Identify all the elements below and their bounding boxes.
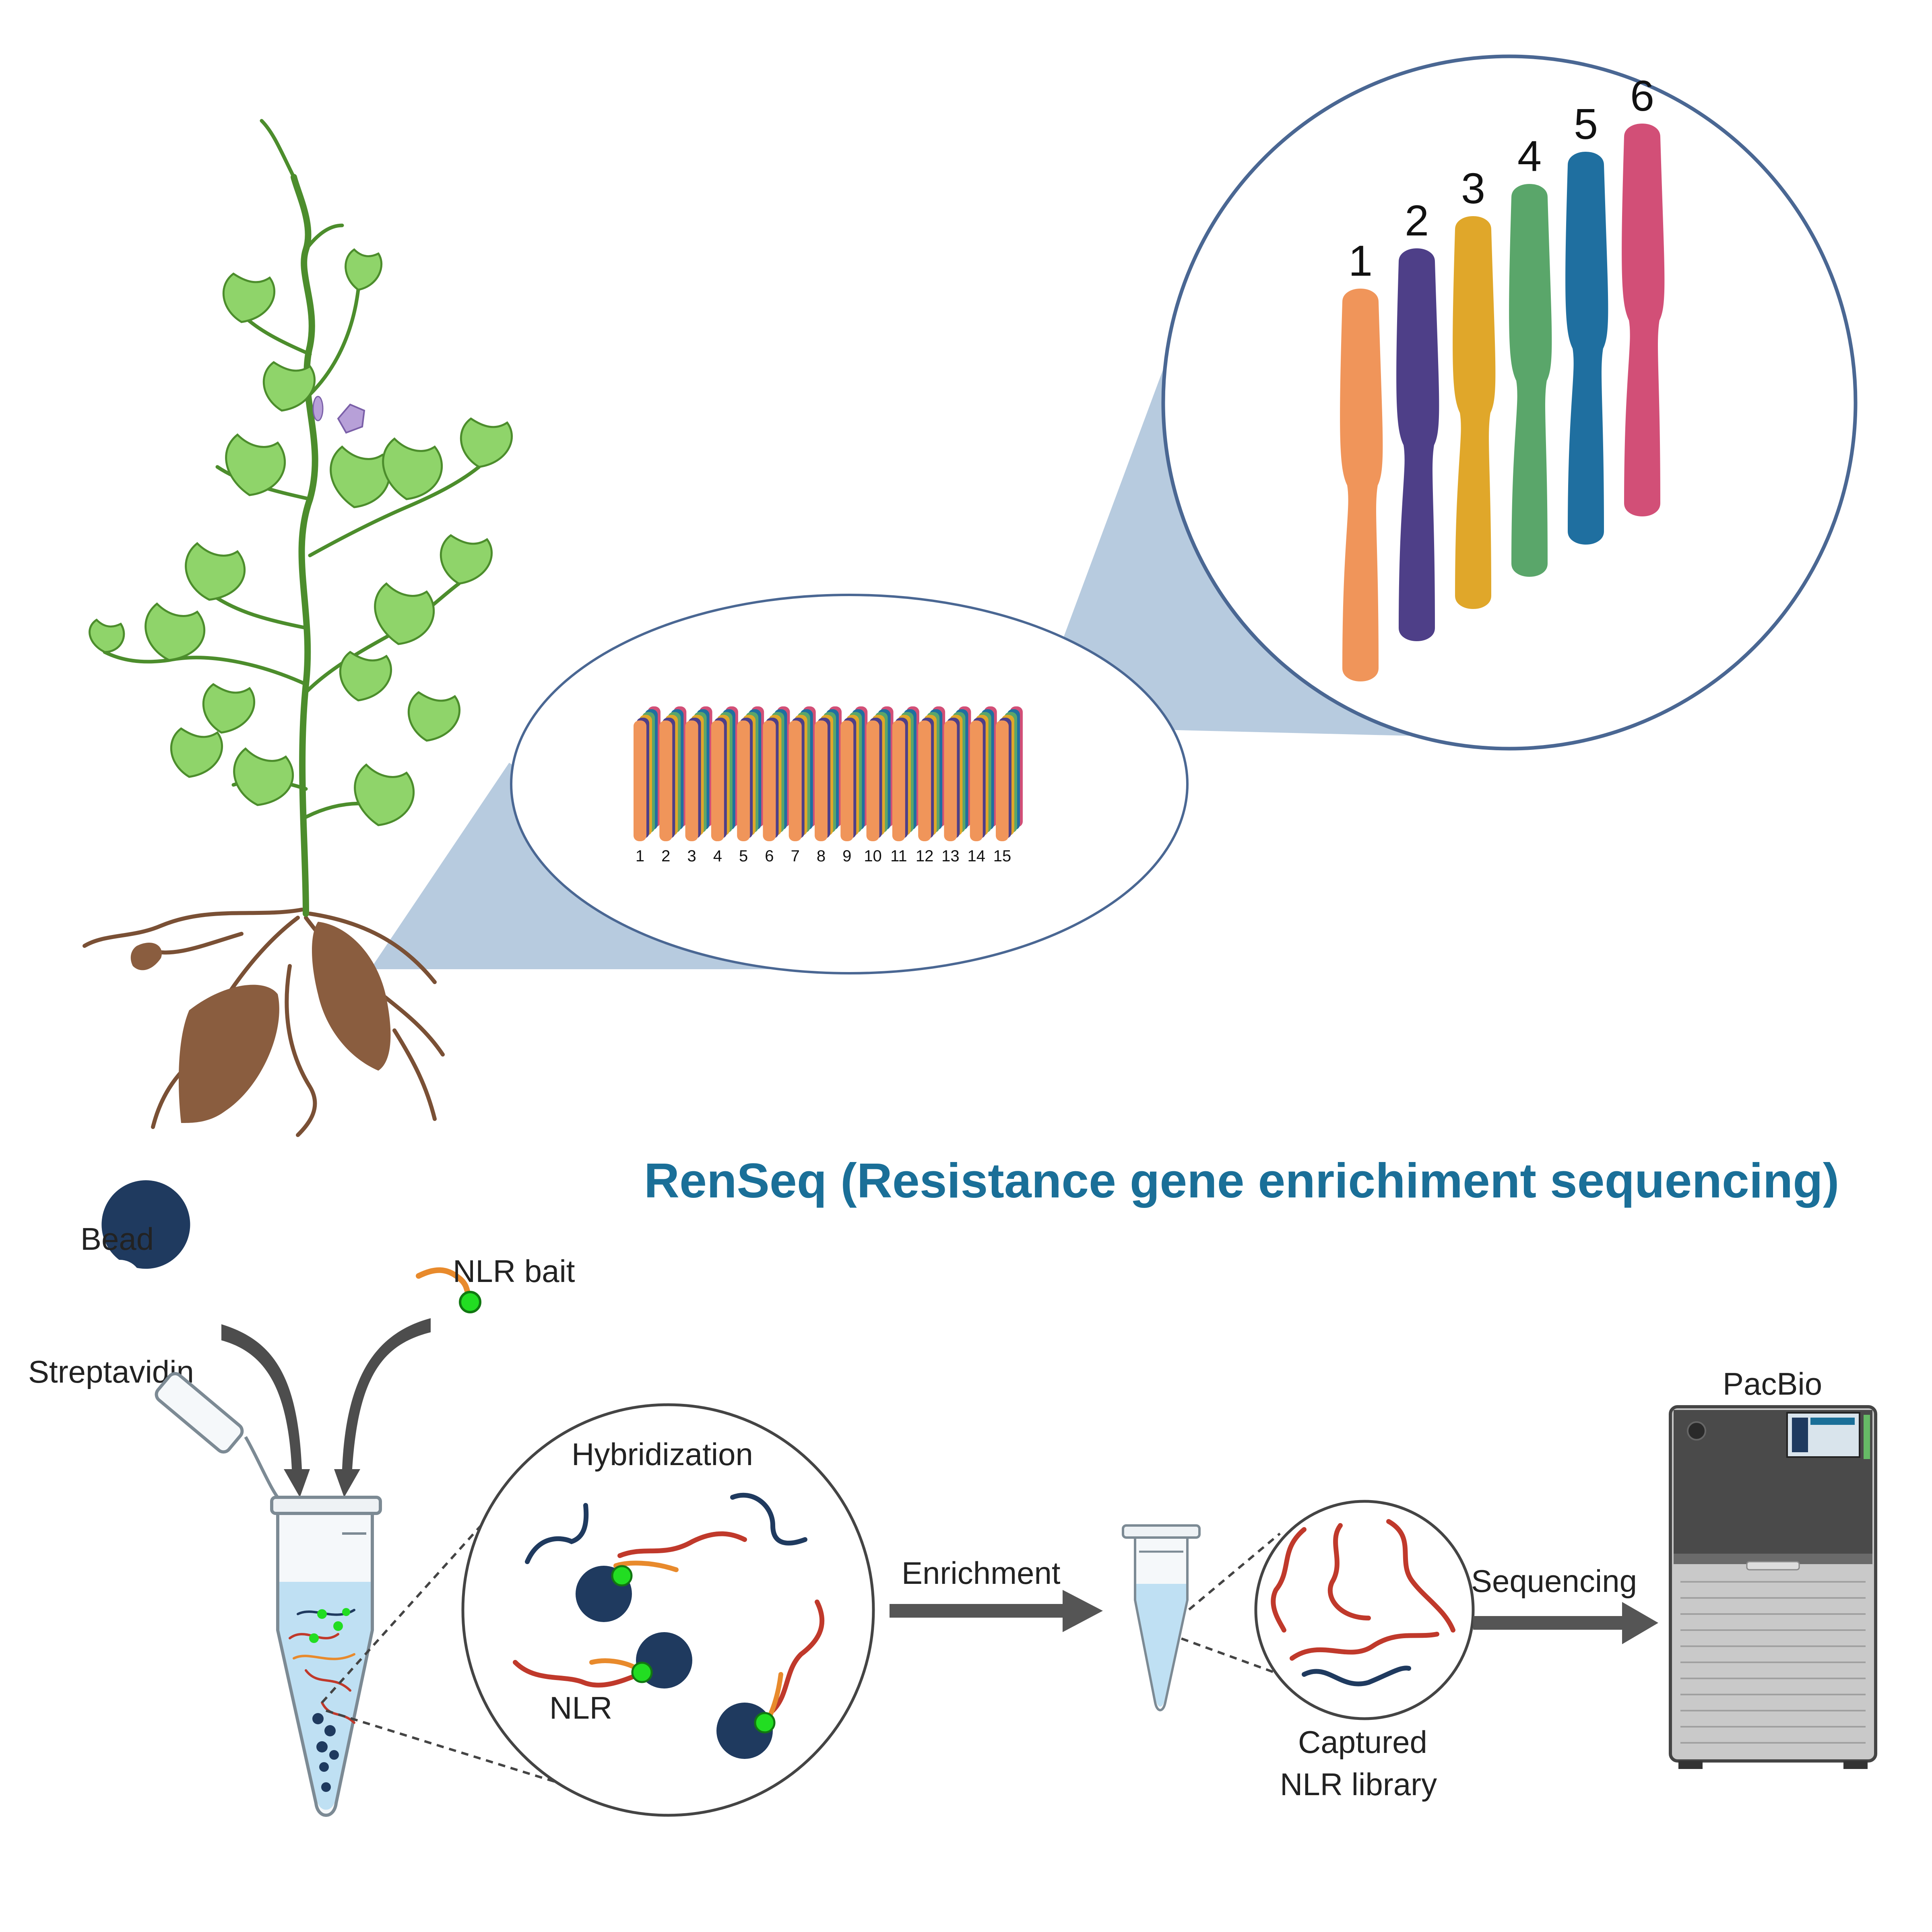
bead-label: Bead <box>80 1221 154 1257</box>
stacked-chromosome-5-layer-1 <box>737 720 750 841</box>
pacbio-label: PacBio <box>1723 1366 1822 1402</box>
stacked-chromosome-6-layer-1 <box>763 720 776 841</box>
zoomed-chromosome-3 <box>1453 216 1496 609</box>
zoomed-chromosome-label-6: 6 <box>1630 71 1654 120</box>
zoomed-chromosome-label-2: 2 <box>1405 196 1429 245</box>
chromosome-number-2: 2 <box>661 847 670 865</box>
stacked-chromosome-10-layer-1 <box>866 720 879 841</box>
pacbio-sequencer-icon <box>1669 1405 1877 1769</box>
stacked-chromosome-1-layer-1 <box>634 720 646 841</box>
chromosome-number-4: 4 <box>713 847 722 865</box>
captured-library-circle <box>1254 1500 1475 1720</box>
chromosome-number-14: 14 <box>967 847 985 865</box>
zoomed-chromosome-label-1: 1 <box>1348 236 1373 285</box>
chromosome-number-13: 13 <box>941 847 960 865</box>
captured-label-line1: Captured <box>1298 1724 1427 1760</box>
zoomed-chromosomes <box>1340 124 1665 681</box>
chromosome-number-5: 5 <box>739 847 748 865</box>
input-arrows <box>221 1318 431 1497</box>
nlr-label: NLR <box>549 1690 612 1726</box>
bead-shape <box>84 1256 163 1345</box>
zoomed-chromosome-1 <box>1340 289 1383 681</box>
stacked-chromosome-13-layer-1 <box>944 720 957 841</box>
stacked-chromosome-7-layer-1 <box>788 720 802 841</box>
zoomed-chromosome-4 <box>1509 184 1552 577</box>
zoomed-chromosome-5 <box>1565 152 1608 545</box>
zoomed-chromosome-label-3: 3 <box>1461 164 1485 213</box>
enrichment-arrow <box>890 1590 1103 1632</box>
stacked-chromosome-4-layer-1 <box>711 720 724 841</box>
chromosome-number-11: 11 <box>890 847 907 865</box>
enrichment-label: Enrichment <box>902 1555 1061 1591</box>
stacked-chromosome-8-layer-1 <box>815 720 828 841</box>
hybridization-contents <box>513 1492 825 1759</box>
chromosome-number-9: 9 <box>842 847 851 865</box>
chromosome-number-7: 7 <box>791 847 800 865</box>
nlr-bait-icon <box>416 1267 481 1313</box>
captured-label-line2: NLR library <box>1280 1767 1437 1802</box>
hybridization-label: Hybridization <box>572 1437 753 1472</box>
sequencing-arrow <box>1473 1602 1658 1644</box>
sequencing-label: Sequencing <box>1471 1563 1637 1599</box>
sample-tube-large <box>155 1372 382 1817</box>
chromosome-number-labels: 1 2 3 4 5 6 7 8 9 10 11 12 13 14 15 <box>636 847 1011 865</box>
stacked-chromosome-9-layer-1 <box>840 720 854 841</box>
zoomed-chromosome-label-4: 4 <box>1517 132 1542 180</box>
chromosome-zoom-circle <box>1161 54 1858 751</box>
chromosome-number-8: 8 <box>817 847 826 865</box>
chromosome-number-6: 6 <box>765 847 774 865</box>
stacked-chromosome-11-layer-1 <box>892 720 905 841</box>
zoomed-chromosome-6 <box>1622 124 1665 516</box>
chromosome-number-3: 3 <box>687 847 696 865</box>
nlr-bait-label: NLR bait <box>453 1253 575 1289</box>
chromosome-number-15: 15 <box>993 847 1011 865</box>
chromosome-number-12: 12 <box>916 847 934 865</box>
chromosome-number-1: 1 <box>636 847 644 865</box>
sweet-potato-plant <box>83 119 513 1137</box>
stacked-chromosome-12-layer-1 <box>918 720 931 841</box>
zoomed-chromosome-2 <box>1396 248 1439 641</box>
captured-strands <box>1271 1519 1455 1686</box>
stacked-chromosome-14-layer-1 <box>970 720 983 841</box>
chromosome-number-10: 10 <box>864 847 882 865</box>
zoom-dashed-lines <box>321 1504 1281 1784</box>
diagram-title: RenSeq (Resistance gene enrichiment sequ… <box>644 1153 1839 1208</box>
chromosome-stack <box>634 706 1023 841</box>
stacked-chromosome-2-layer-1 <box>659 720 673 841</box>
sample-tube-small <box>1122 1524 1201 1711</box>
zoomed-chromosome-label-5: 5 <box>1574 99 1598 148</box>
bead-icon <box>101 1180 190 1269</box>
stacked-chromosome-3-layer-1 <box>685 720 698 841</box>
stacked-chromosome-15-layer-1 <box>996 720 1009 841</box>
